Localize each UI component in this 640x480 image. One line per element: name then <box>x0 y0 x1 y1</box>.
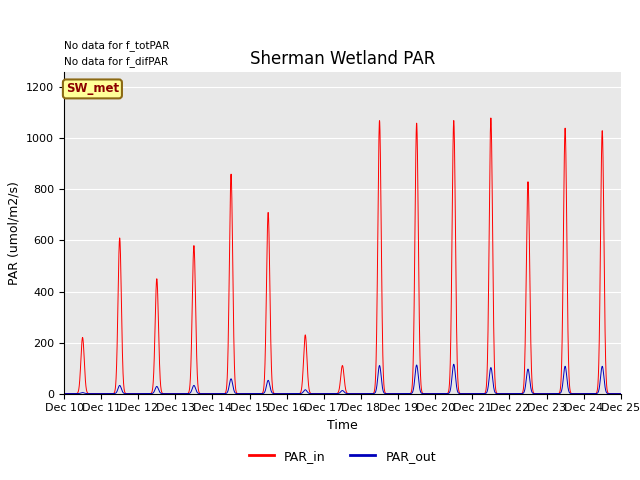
Text: SW_met: SW_met <box>66 83 119 96</box>
Y-axis label: PAR (umol/m2/s): PAR (umol/m2/s) <box>8 181 20 285</box>
Text: No data for f_difPAR: No data for f_difPAR <box>64 56 168 67</box>
X-axis label: Time: Time <box>327 419 358 432</box>
Title: Sherman Wetland PAR: Sherman Wetland PAR <box>250 49 435 68</box>
Text: No data for f_totPAR: No data for f_totPAR <box>64 40 170 51</box>
Legend: PAR_in, PAR_out: PAR_in, PAR_out <box>244 445 441 468</box>
